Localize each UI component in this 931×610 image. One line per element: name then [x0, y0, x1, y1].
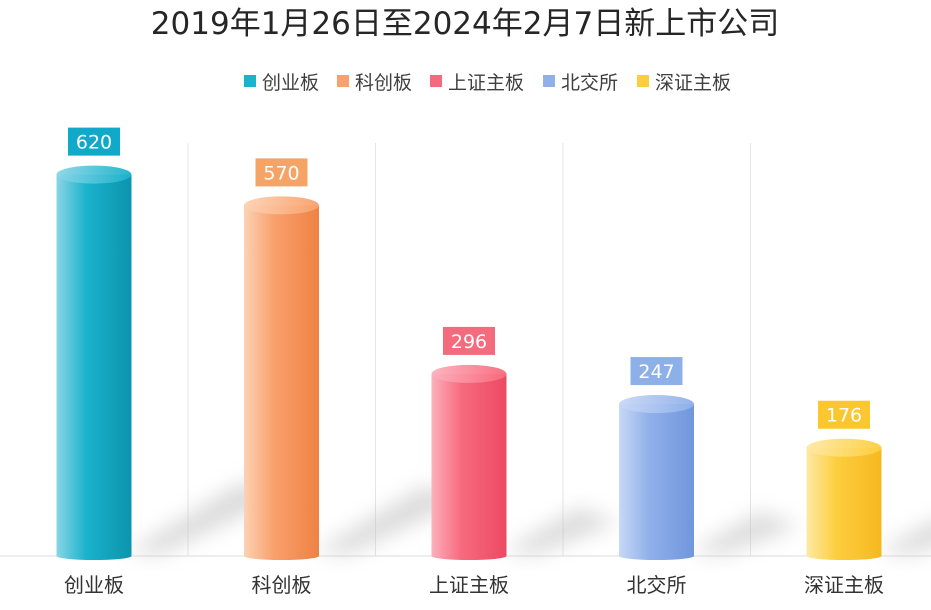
data-label-text: 247 — [638, 361, 674, 383]
bar — [244, 205, 319, 560]
legend-swatch — [430, 75, 442, 87]
data-label-text: 620 — [76, 132, 112, 154]
data-label-text: 176 — [826, 405, 862, 427]
legend-label: 科创板 — [355, 72, 412, 94]
data-label-bg — [68, 127, 120, 156]
data-label: 570 — [255, 158, 308, 187]
legend-swatch — [543, 75, 555, 87]
legend: 创业板 科创板 上证主板 北交所 深证主板 — [244, 72, 731, 94]
bar — [619, 404, 694, 560]
legend-label: 北交所 — [561, 72, 618, 94]
legend-label: 上证主板 — [448, 72, 524, 94]
bar-cap — [806, 438, 882, 457]
legend-label: 创业板 — [262, 72, 319, 94]
data-label: 176 — [818, 400, 870, 429]
x-tick-label: 北交所 — [627, 573, 687, 597]
bar — [806, 447, 882, 560]
legend-item: 深证主板 — [637, 72, 731, 94]
legend-swatch — [637, 75, 649, 87]
data-label-text: 570 — [263, 162, 299, 184]
legend-label: 深证主板 — [655, 72, 731, 94]
data-label-text: 296 — [451, 331, 487, 353]
bar-cap — [619, 395, 694, 414]
x-tick-label: 上证主板 — [429, 573, 509, 597]
chart-title: 2019年1月26日至2024年2月7日新上市公司 — [151, 6, 779, 42]
legend-swatch — [244, 75, 256, 87]
data-label: 620 — [68, 127, 120, 156]
x-tick-label: 深证主板 — [804, 573, 884, 597]
bar-shadow — [690, 511, 801, 554]
data-label: 296 — [443, 326, 495, 355]
bar-shadow — [502, 507, 619, 554]
bars — [56, 165, 882, 560]
data-label-bg — [818, 400, 870, 429]
legend-swatch — [337, 75, 349, 87]
bar-创业板 — [56, 165, 132, 560]
legend-item: 上证主板 — [430, 72, 524, 94]
data-label-bg — [255, 158, 308, 187]
data-label-bg — [443, 326, 495, 355]
x-tick-label: 创业板 — [64, 573, 124, 597]
legend-item: 北交所 — [543, 72, 618, 94]
data-label-bg — [630, 357, 683, 386]
bar-科创板 — [244, 196, 319, 560]
bar-cap — [56, 165, 132, 184]
bar — [56, 174, 132, 560]
legend-item: 创业板 — [244, 72, 319, 94]
data-labels: 620 570 296 247 176 — [68, 127, 870, 429]
bar-cap — [431, 364, 507, 383]
x-axis-labels: 创业板 科创板 上证主板 北交所 深证主板 — [64, 573, 884, 597]
bar-深证主板 — [806, 438, 882, 560]
data-label: 247 — [630, 357, 683, 386]
x-tick-label: 科创板 — [252, 573, 312, 597]
bar-上证主板 — [431, 364, 507, 560]
bar-shadow — [315, 485, 465, 554]
bar-shadow — [877, 522, 931, 554]
bar-北交所 — [619, 395, 694, 560]
bar-cap — [244, 196, 319, 215]
bar — [431, 373, 507, 560]
legend-item: 科创板 — [337, 72, 412, 94]
